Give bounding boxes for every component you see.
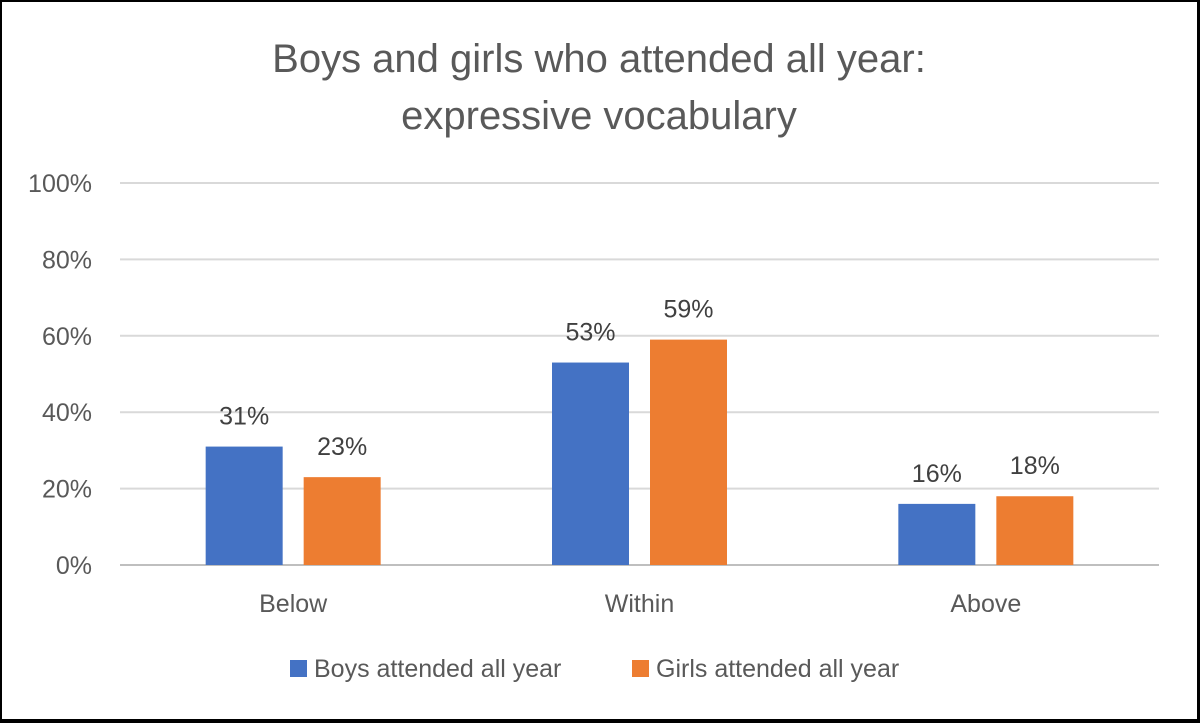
category-label: Below: [259, 590, 328, 618]
bar-within-series-2: [650, 339, 727, 565]
chart-title-line-1: Boys and girls who attended all year:: [272, 37, 926, 81]
data-label: 18%: [1010, 452, 1060, 480]
legend: Boys attended all year Girls attended all…: [290, 655, 899, 683]
category-label: Within: [605, 590, 674, 618]
bar-below-series-1: [205, 446, 283, 565]
chart-title-line-2: expressive vocabulary: [401, 94, 797, 138]
data-label: 53%: [565, 319, 615, 347]
x-axis-category-labels: Below Within Above: [259, 590, 1021, 618]
data-label: 16%: [912, 460, 962, 488]
data-label: 23%: [317, 433, 367, 461]
y-tick-label: 60%: [42, 323, 92, 351]
legend-swatch: [632, 660, 649, 677]
bars: [205, 339, 1074, 565]
legend-label: Girls attended all year: [656, 655, 899, 683]
data-label: 59%: [663, 296, 713, 324]
data-label: 31%: [219, 403, 269, 431]
y-tick-label: 80%: [42, 246, 92, 274]
y-tick-label: 20%: [42, 476, 92, 504]
y-tick-label: 100%: [28, 170, 92, 198]
bar-within-series-1: [552, 362, 629, 565]
y-tick-label: 0%: [56, 552, 92, 580]
y-tick-label: 40%: [42, 399, 92, 427]
legend-label: Boys attended all year: [314, 655, 561, 683]
legend-swatch: [290, 660, 307, 677]
bar-below-series-2: [303, 477, 381, 565]
gridlines: [120, 182, 1159, 566]
category-label: Above: [950, 590, 1021, 618]
y-axis-tick-labels: 0% 20% 40% 60% 80% 100%: [28, 170, 92, 580]
bar-above-series-2: [996, 496, 1074, 565]
bar-above-series-1: [898, 503, 976, 565]
data-labels: 31% 23% 53% 59% 16% 18%: [219, 296, 1060, 488]
